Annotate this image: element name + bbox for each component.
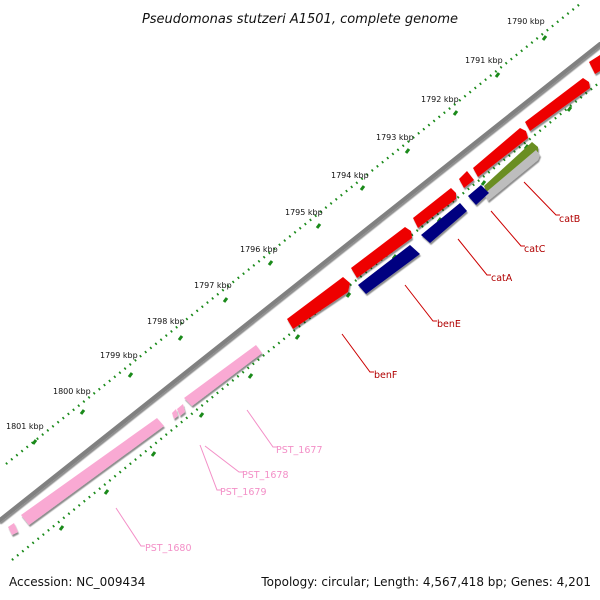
gene-feature-catC-upper (413, 188, 456, 228)
gene-feature-1790 (589, 55, 600, 74)
tick-labels: 1790 kbp 1791 kbp 1792 kbp 1793 kbp 1794… (6, 17, 545, 431)
tick-label-1791: 1791 kbp (465, 56, 503, 65)
tick-label-1797: 1797 kbp (194, 281, 232, 290)
gene-feature-small (459, 171, 474, 188)
gene-feature-benF-upper (287, 277, 350, 329)
gene-feature-PST-1680 (21, 418, 164, 525)
major-ticks-outer (31, 35, 548, 445)
tick-label-1795: 1795 kbp (285, 208, 323, 217)
gene-feature-catA-upper (351, 227, 412, 278)
gene-feature-PST-1678 (177, 404, 185, 416)
gene-feature-catB-upper (473, 128, 528, 177)
gene-feature-edge (8, 523, 18, 535)
genome-summary-text: Topology: circular; Length: 4,567,418 bp… (260, 575, 591, 589)
gene-label-catA: catA (491, 273, 513, 284)
tick-label-1794: 1794 kbp (331, 171, 369, 180)
pseudogene-features (8, 345, 262, 535)
gene-label-PST-1678: PST_1678 (242, 470, 289, 481)
tick-label-1800: 1800 kbp (53, 387, 91, 396)
gene-label-PST-1679: PST_1679 (220, 487, 267, 498)
gene-label-benE: benE (437, 319, 461, 330)
tick-label-1792: 1792 kbp (421, 95, 459, 104)
gene-label-PST-1677: PST_1677 (276, 445, 323, 456)
gene-labels: catB catC catA benE benF PST_1677 PST_16… (145, 214, 580, 554)
major-ticks-inner (58, 106, 573, 531)
gene-label-PST-1680: PST_1680 (145, 543, 192, 554)
gene-feature-benE (358, 245, 420, 294)
gene-feature-cat-region (525, 78, 590, 131)
tick-label-1801: 1801 kbp (6, 422, 44, 431)
tick-label-1793: 1793 kbp (376, 133, 414, 142)
tick-label-1798: 1798 kbp (147, 317, 185, 326)
gene-feature-PST-1677 (184, 345, 262, 406)
gene-label-benF: benF (374, 370, 397, 381)
gene-feature-catB (484, 142, 538, 196)
genome-backbone (0, 41, 600, 523)
tick-label-1799: 1799 kbp (100, 351, 138, 360)
gene-label-catC: catC (524, 244, 546, 255)
gene-label-leaders (115, 181, 560, 547)
accession-text: Accession: NC_009434 (9, 575, 145, 589)
tick-track-inner (11, 81, 600, 561)
tick-track-outer (5, 3, 581, 465)
gene-label-catB: catB (559, 214, 580, 225)
tick-label-1796: 1796 kbp (240, 245, 278, 254)
map-title: Pseudomonas stutzeri A1501, complete gen… (142, 12, 458, 27)
gene-feature-PST-1679 (172, 409, 178, 419)
gene-feature-catA (421, 203, 467, 243)
gene-feature-catC (468, 185, 489, 205)
forward-strand-features (287, 55, 600, 329)
tick-label-1790: 1790 kbp (507, 17, 545, 26)
reverse-strand-features (358, 142, 540, 294)
gene-feature-catB-pseudo (484, 150, 540, 201)
